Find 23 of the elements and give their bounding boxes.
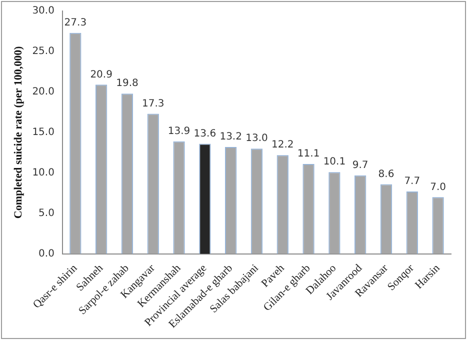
data-label: 10.1: [323, 156, 346, 168]
data-label: 13.9: [168, 126, 190, 137]
y-tick-label: 10.0: [32, 167, 54, 178]
data-label: 13.6: [194, 128, 216, 140]
data-label: 11.1: [297, 148, 320, 160]
y-tick-label: 25.0: [32, 46, 54, 58]
y-tick-label: 20.0: [32, 86, 54, 98]
y-tick-label: 30.0: [32, 6, 54, 17]
y-axis-title: Completed suicide rate (per 100,000): [12, 46, 24, 219]
data-label: 8.6: [378, 168, 394, 180]
data-label: 7.7: [404, 176, 420, 188]
y-tick-label: 15.0: [32, 127, 54, 138]
data-label: 27.3: [64, 17, 87, 28]
data-label: 7.0: [430, 182, 446, 193]
data-label: 12.2: [272, 140, 294, 151]
data-label: 20.9: [90, 69, 112, 80]
y-tick-label: 0.0: [38, 248, 54, 260]
y-tick-label: 5.0: [38, 208, 54, 219]
data-label: 13.2: [220, 132, 242, 143]
data-label: 19.8: [116, 78, 138, 90]
data-label: 9.7: [352, 160, 368, 171]
data-label: 13.0: [246, 133, 268, 144]
data-label: 17.3: [142, 98, 164, 110]
